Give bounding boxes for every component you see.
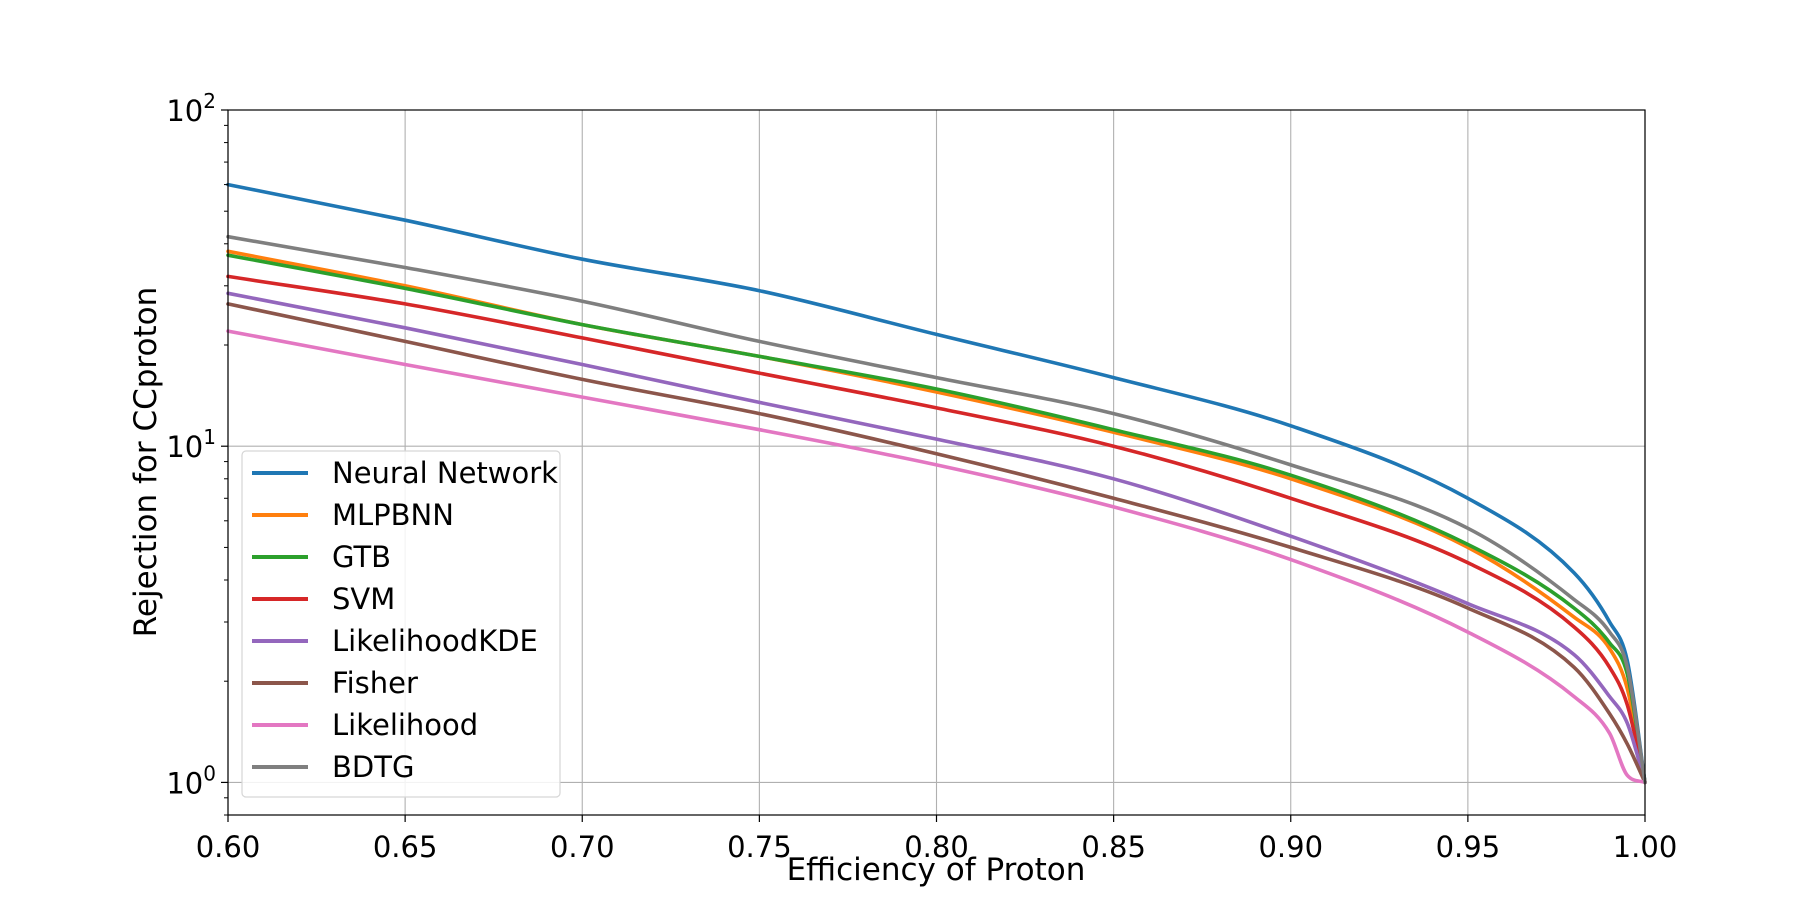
legend-label-gtb: GTB	[332, 540, 391, 574]
x-axis-ticks: 0.60 0.65 0.70 0.75 0.80 0.85 0.90 0.95 1.00	[196, 815, 1678, 864]
y-tick-label: 102	[166, 89, 216, 128]
series-line-likelihoodkde	[226, 291, 1647, 785]
y-tick-label: 101	[166, 425, 216, 464]
legend: Neural Network MLPBNN GTB SVM LikelihoodKDE F…	[241, 450, 561, 798]
legend-label-likelihoodkde: LikelihoodKDE	[332, 624, 538, 658]
legend-label-svm: SVM	[332, 582, 395, 616]
x-tick-label: 0.90	[1258, 830, 1323, 864]
series-line-bdtg	[226, 234, 1647, 785]
series-line-neural-network	[226, 182, 1647, 785]
x-tick-label: 0.80	[904, 830, 969, 864]
series-line-svm	[226, 274, 1647, 785]
y-tick-label: 100	[166, 761, 216, 800]
x-tick-label: 0.70	[550, 830, 615, 864]
x-tick-label: 0.65	[373, 830, 438, 864]
legend-label-mlpbnn: MLPBNN	[332, 498, 454, 532]
x-tick-label: 1.00	[1613, 830, 1678, 864]
x-tick-label: 0.95	[1436, 830, 1501, 864]
y-axis-label: Rejection for CCproton	[128, 287, 164, 637]
series-line-likelihood	[226, 329, 1647, 785]
x-tick-label: 0.60	[196, 830, 261, 864]
series-line-gtb	[226, 253, 1647, 785]
x-tick-label: 0.75	[727, 830, 792, 864]
series-line-fisher	[226, 302, 1647, 785]
y-axis-ticks: 100 101 102	[166, 89, 228, 816]
x-tick-label: 0.85	[1081, 830, 1146, 864]
legend-box	[241, 450, 561, 798]
series-lines	[226, 182, 1647, 785]
legend-label-fisher: Fisher	[332, 666, 418, 700]
legend-label-neural-network: Neural Network	[332, 456, 558, 490]
legend-label-likelihood: Likelihood	[332, 708, 478, 742]
legend-label-bdtg: BDTG	[332, 750, 414, 784]
x-axis-label: Efficiency of Proton	[787, 852, 1086, 888]
